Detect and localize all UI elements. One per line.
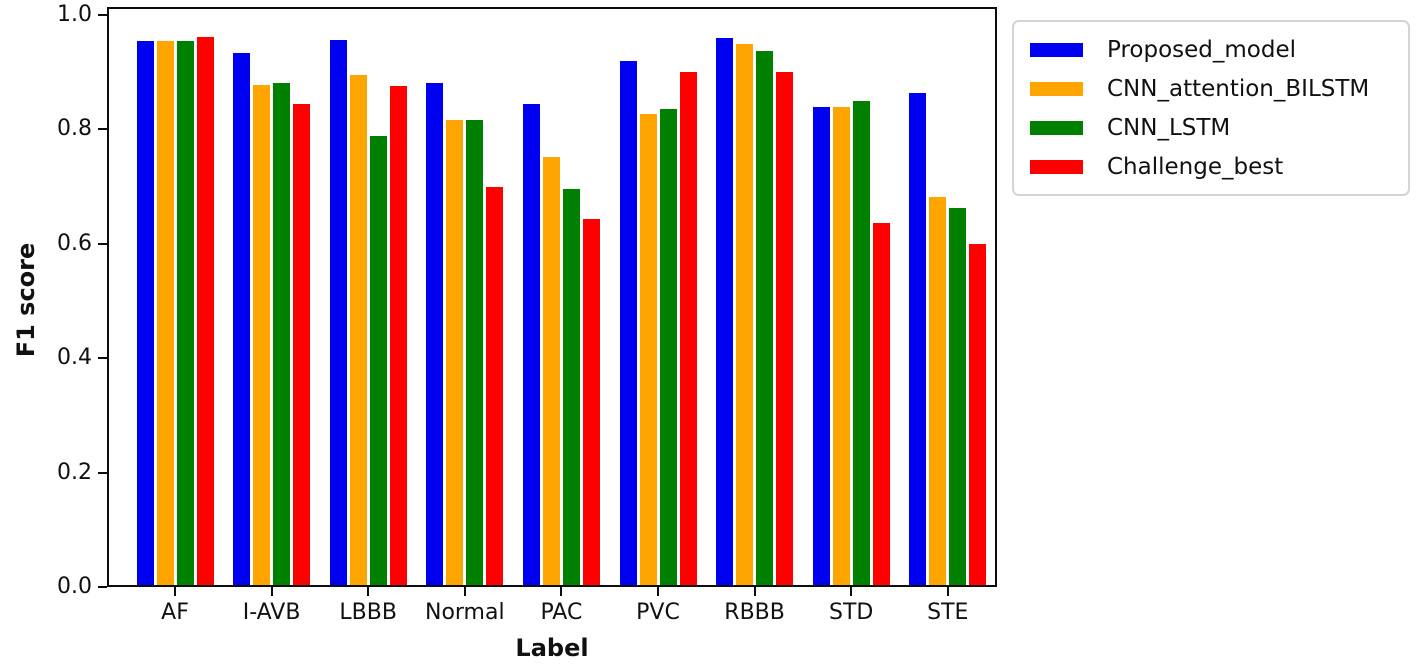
legend-item-CNN_attention_BILSTM: CNN_attention_BILSTM — [1030, 76, 1398, 102]
x-tick-label-LBBB: LBBB — [339, 600, 397, 625]
bar-Proposed_model-PAC — [522, 103, 540, 587]
bar-Proposed_model-I-AVB — [233, 53, 251, 587]
bar-CNN_attention_BILSTM-STE — [929, 196, 947, 587]
bar-CNN_attention_BILSTM-PAC — [542, 157, 560, 587]
bar-CNN_LSTM-STE — [949, 207, 967, 587]
y-tick — [98, 14, 107, 16]
legend-label: CNN_attention_BILSTM — [1107, 75, 1370, 102]
y-tick — [98, 471, 107, 474]
y-tick-label: 1.0 — [57, 2, 92, 27]
bar-CNN_LSTM-PAC — [562, 188, 580, 587]
bar-CNN_LSTM-AF — [176, 40, 194, 587]
x-tick-label-AF: AF — [161, 600, 189, 625]
legend-swatch-icon — [1030, 120, 1083, 135]
bar-CNN_LSTM-PVC — [659, 108, 677, 587]
x-axis-title: Label — [515, 634, 589, 662]
x-tick — [753, 587, 756, 596]
legend-swatch-icon — [1030, 159, 1083, 174]
bar-Proposed_model-STD — [812, 107, 830, 587]
bar-Challenge_best-AF — [196, 37, 214, 587]
bar-CNN_LSTM-LBBB — [369, 135, 387, 587]
y-tick — [98, 586, 107, 588]
x-tick-label-STE: STE — [927, 600, 969, 625]
y-tick — [98, 128, 107, 131]
legend-swatch-icon — [1030, 81, 1083, 96]
bar-CNN_attention_BILSTM-RBBB — [736, 43, 754, 587]
bar-Proposed_model-Normal — [426, 82, 444, 587]
bar-Proposed_model-STE — [909, 93, 927, 587]
y-tick-label: 0.4 — [57, 345, 92, 371]
x-tick — [174, 587, 176, 596]
bar-Proposed_model-RBBB — [716, 37, 734, 587]
legend-label: Challenge_best — [1107, 153, 1284, 180]
bar-Challenge_best-LBBB — [389, 85, 407, 587]
bar-Challenge_best-I-AVB — [293, 103, 311, 587]
bar-CNN_attention_BILSTM-STD — [832, 107, 850, 587]
x-tick-label-PVC: PVC — [636, 600, 680, 625]
plot-area — [107, 7, 997, 587]
bar-Challenge_best-STE — [969, 244, 987, 587]
x-tick — [560, 587, 563, 596]
x-tick-label-PAC: PAC — [540, 600, 583, 625]
y-tick-label: 0.0 — [57, 574, 92, 599]
x-tick — [850, 587, 853, 596]
bar-CNN_attention_BILSTM-AF — [156, 40, 174, 587]
bar-Proposed_model-LBBB — [329, 40, 347, 587]
bar-Challenge_best-Normal — [486, 186, 504, 587]
bar-CNN_LSTM-RBBB — [756, 51, 774, 587]
legend-label: CNN_LSTM — [1107, 114, 1231, 141]
bar-CNN_attention_BILSTM-I-AVB — [253, 85, 271, 587]
bar-Proposed_model-PVC — [619, 61, 637, 587]
legend: Proposed_model CNN_attention_BILSTM CNN_LS… — [1012, 20, 1410, 196]
y-tick-label: 0.8 — [57, 116, 92, 142]
legend-item-CNN_LSTM: CNN_LSTM — [1030, 115, 1398, 141]
legend-item-Challenge_best: Challenge_best — [1030, 154, 1398, 180]
x-tick-label-I-AVB: I-AVB — [242, 600, 301, 625]
bar-CNN_LSTM-STD — [852, 101, 870, 587]
bar-Challenge_best-RBBB — [776, 71, 794, 587]
x-tick-label-RBBB: RBBB — [724, 600, 785, 625]
y-axis-title: F1 score — [12, 242, 40, 358]
bar-CNN_LSTM-I-AVB — [273, 82, 291, 587]
bar-CNN_attention_BILSTM-PVC — [639, 113, 657, 587]
x-tick — [270, 587, 273, 596]
bar-Proposed_model-AF — [136, 40, 154, 587]
y-tick — [98, 242, 107, 245]
bar-CNN_attention_BILSTM-LBBB — [349, 74, 367, 587]
x-tick-label-STD: STD — [829, 600, 874, 625]
y-tick — [98, 357, 107, 360]
bar-Challenge_best-PVC — [679, 72, 697, 587]
legend-item-Proposed_model: Proposed_model — [1030, 37, 1398, 63]
x-tick-label-Normal: Normal — [424, 600, 505, 625]
bar-CNN_LSTM-Normal — [466, 119, 484, 587]
x-tick — [367, 587, 370, 596]
x-tick — [946, 587, 949, 596]
y-tick-label: 0.2 — [57, 459, 92, 485]
legend-label: Proposed_model — [1107, 36, 1297, 63]
bar-Challenge_best-STD — [872, 223, 890, 587]
x-tick — [657, 587, 659, 596]
x-tick — [463, 587, 466, 596]
bar-CNN_attention_BILSTM-Normal — [446, 119, 464, 587]
bar-Challenge_best-PAC — [582, 218, 600, 587]
y-tick-label: 0.6 — [57, 230, 92, 256]
legend-swatch-icon — [1030, 42, 1083, 57]
